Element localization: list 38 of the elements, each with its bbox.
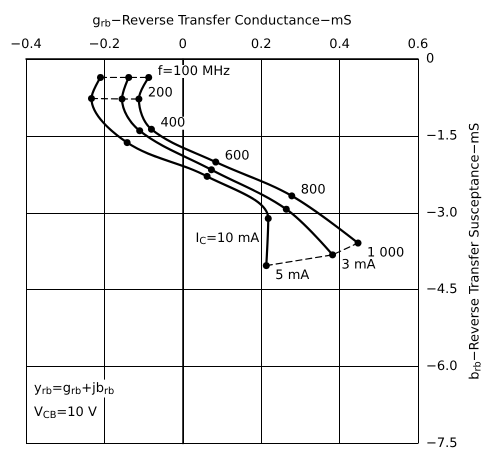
point xyxy=(148,126,155,133)
y-tick-label: −1.5 xyxy=(426,128,458,144)
y-axis-title: brb−Reverse Transfer Susceptance−mS xyxy=(467,122,484,380)
x-tick-label: 0.2 xyxy=(250,37,272,52)
point xyxy=(125,74,132,81)
point xyxy=(145,74,152,81)
point xyxy=(135,95,142,102)
y-tick-label: 0 xyxy=(426,52,434,66)
y-tick-label: −7.5 xyxy=(426,436,458,450)
y-tick-label: −4.5 xyxy=(426,282,458,298)
point xyxy=(212,158,220,166)
y-tick-label: −6.0 xyxy=(426,359,458,374)
point xyxy=(282,206,290,213)
point xyxy=(288,192,296,200)
annotation: 800 xyxy=(300,182,326,198)
x-tick-label: −0.2 xyxy=(88,37,120,52)
point xyxy=(96,74,104,81)
annotation: 200 xyxy=(148,85,173,100)
point xyxy=(262,262,270,270)
point xyxy=(204,172,211,180)
point xyxy=(208,166,215,174)
x-tick-label: 0 xyxy=(178,37,187,52)
point xyxy=(264,214,272,222)
point xyxy=(118,95,126,102)
annotation: 400 xyxy=(160,116,186,131)
x-tick-label: 0.6 xyxy=(408,37,428,52)
point xyxy=(124,139,131,146)
annotation: f=100 MHz xyxy=(158,64,230,79)
annotation: 5 mA xyxy=(275,268,310,284)
annotation: 3 mA xyxy=(342,257,376,272)
y-tick-label: −3.0 xyxy=(426,205,458,220)
annotation: 600 xyxy=(224,148,250,164)
x-tick-label: 0.4 xyxy=(329,37,350,52)
x-tick-label: −0.4 xyxy=(10,37,42,52)
point xyxy=(88,94,95,102)
point xyxy=(329,251,336,258)
point xyxy=(354,240,362,247)
point xyxy=(136,127,144,134)
